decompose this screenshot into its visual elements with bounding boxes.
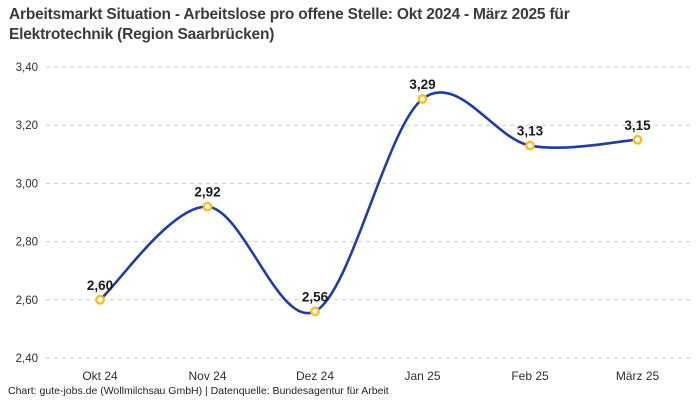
x-axis-tick-label: Nov 24 (188, 369, 226, 383)
attribution: Chart: gute-jobs.de (Wollmilchsau GmbH) … (8, 385, 389, 397)
y-axis-tick-label: 2,80 (16, 237, 38, 249)
data-point-marker (632, 134, 643, 145)
y-axis-tick-label: 2,60 (16, 295, 38, 307)
data-point-marker (525, 140, 535, 151)
y-axis-tick-label: 2,40 (16, 353, 38, 365)
data-point-label: 3,29 (409, 77, 435, 92)
data-point-label: 3,13 (517, 124, 544, 139)
data-point-marker (202, 201, 213, 212)
data-point-marker (95, 294, 105, 305)
data-point-label: 2,60 (87, 278, 113, 293)
data-point-marker (310, 306, 320, 317)
x-axis-tick-label: März 25 (616, 369, 660, 383)
data-point-marker (417, 94, 428, 104)
x-axis-tick-label: Feb 25 (511, 369, 549, 383)
y-axis-tick-label: 3,40 (16, 62, 38, 74)
chart-title-line-1: Arbeitsmarkt Situation - Arbeitslose pro… (9, 6, 570, 23)
chart-title: Arbeitsmarkt Situation - Arbeitslose pro… (9, 5, 570, 45)
y-axis-tick-label: 3,20 (16, 120, 38, 132)
data-point-label: 2,92 (194, 185, 220, 200)
x-axis-tick-label: Jan 25 (404, 369, 440, 383)
data-point-label: 3,15 (624, 118, 651, 133)
y-axis-tick-label: 3,00 (16, 178, 38, 190)
x-axis-tick-label: Dez 24 (296, 369, 334, 383)
x-axis-tick-label: Okt 24 (82, 369, 118, 383)
chart-title-line-2: Elektrotechnik (Region Saarbrücken) (9, 26, 275, 43)
data-point-label: 2,56 (302, 289, 329, 304)
